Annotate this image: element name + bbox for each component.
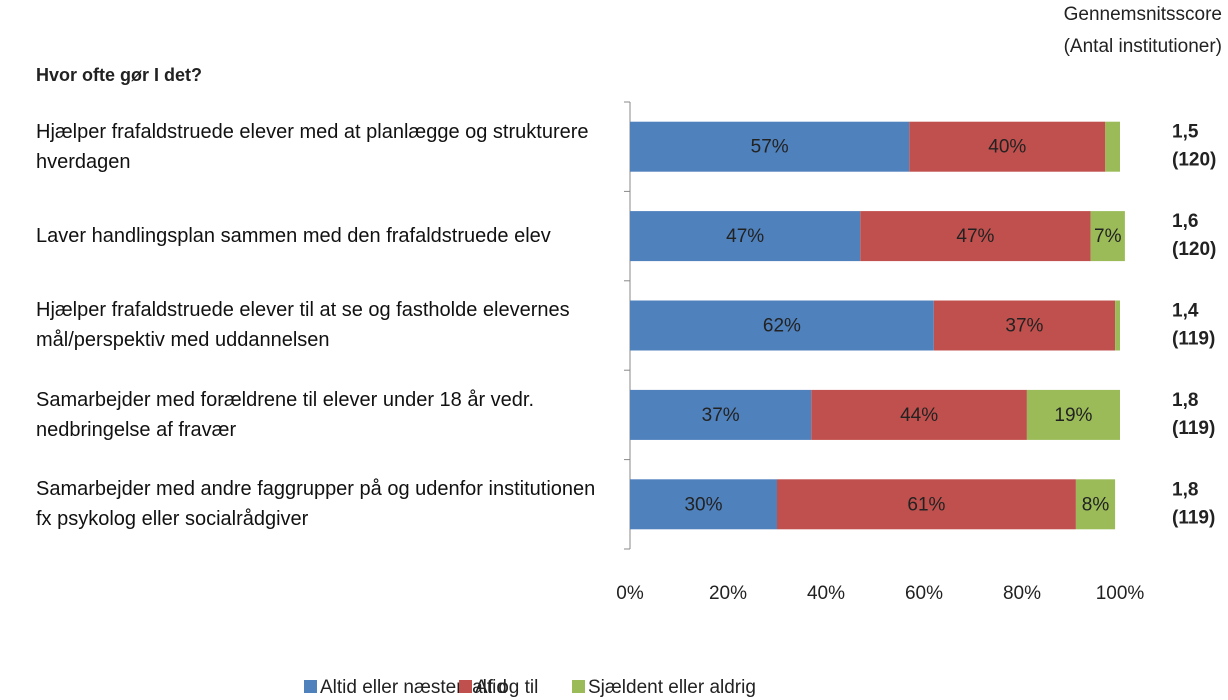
bar-segment (1026, 389, 1120, 440)
data-label: 61% (907, 494, 945, 515)
bar-segment (860, 211, 1091, 262)
score: 1,5 (1172, 122, 1199, 143)
legend-label: Sjældent eller aldrig (588, 677, 756, 698)
data-label: 62% (763, 316, 801, 337)
chart-title: Hvor ofte gør I det? (36, 65, 202, 85)
data-label: 30% (684, 494, 722, 515)
category-label: Hjælper frafaldstruede elever med at pla… (36, 120, 589, 173)
bar-segment (1105, 121, 1120, 172)
data-label: 40% (988, 137, 1026, 158)
bar-segment (777, 479, 1076, 530)
bar-segment (630, 389, 812, 440)
right-header: (Antal institutioner) (1064, 36, 1222, 57)
data-label: 37% (1005, 316, 1043, 337)
data-label: 47% (726, 226, 764, 247)
data-label: 19% (1054, 405, 1092, 426)
data-label: 37% (702, 405, 740, 426)
right-header: Gennemsnitsscore (1064, 4, 1222, 25)
category-label: Hjælper frafaldstruede elever til at se … (36, 299, 570, 352)
category-label: Laver handlingsplan sammen med den frafa… (36, 225, 551, 248)
x-tick-label: 100% (1096, 583, 1145, 604)
category-label: Samarbejder med andre faggrupper på og u… (36, 478, 596, 531)
legend-swatch (459, 680, 472, 693)
data-label: 47% (956, 226, 994, 247)
x-tick-label: 60% (905, 583, 943, 604)
data-label: 57% (751, 137, 789, 158)
bar-segment (630, 300, 934, 351)
count: (120) (1172, 150, 1216, 171)
data-label: 44% (900, 405, 938, 426)
count: (120) (1172, 239, 1216, 260)
score: 1,6 (1172, 211, 1198, 232)
score: 1,8 (1172, 479, 1198, 500)
score: 1,8 (1172, 390, 1198, 411)
bar-segment (630, 121, 910, 172)
bar-segment (1075, 479, 1116, 530)
category-label: Samarbejder med forældrene til elever un… (36, 388, 535, 441)
x-tick-label: 20% (709, 583, 747, 604)
legend-swatch (304, 680, 317, 693)
legend-label: Af og til (475, 677, 538, 698)
bar-segment (630, 211, 861, 262)
x-tick-label: 0% (616, 583, 644, 604)
bar-segment (630, 479, 777, 530)
x-tick-label: 80% (1003, 583, 1041, 604)
data-label: 7% (1094, 226, 1122, 247)
bar-segment (1115, 300, 1120, 351)
bar-segment (1090, 211, 1125, 262)
score: 1,4 (1172, 301, 1199, 322)
bar-segment (933, 300, 1116, 351)
x-tick-label: 40% (807, 583, 845, 604)
bar-segment (909, 121, 1106, 172)
count: (119) (1172, 507, 1215, 528)
bar-segment (811, 389, 1027, 440)
count: (119) (1172, 418, 1215, 439)
data-label: 8% (1082, 494, 1110, 515)
count: (119) (1172, 329, 1215, 350)
legend-swatch (572, 680, 585, 693)
